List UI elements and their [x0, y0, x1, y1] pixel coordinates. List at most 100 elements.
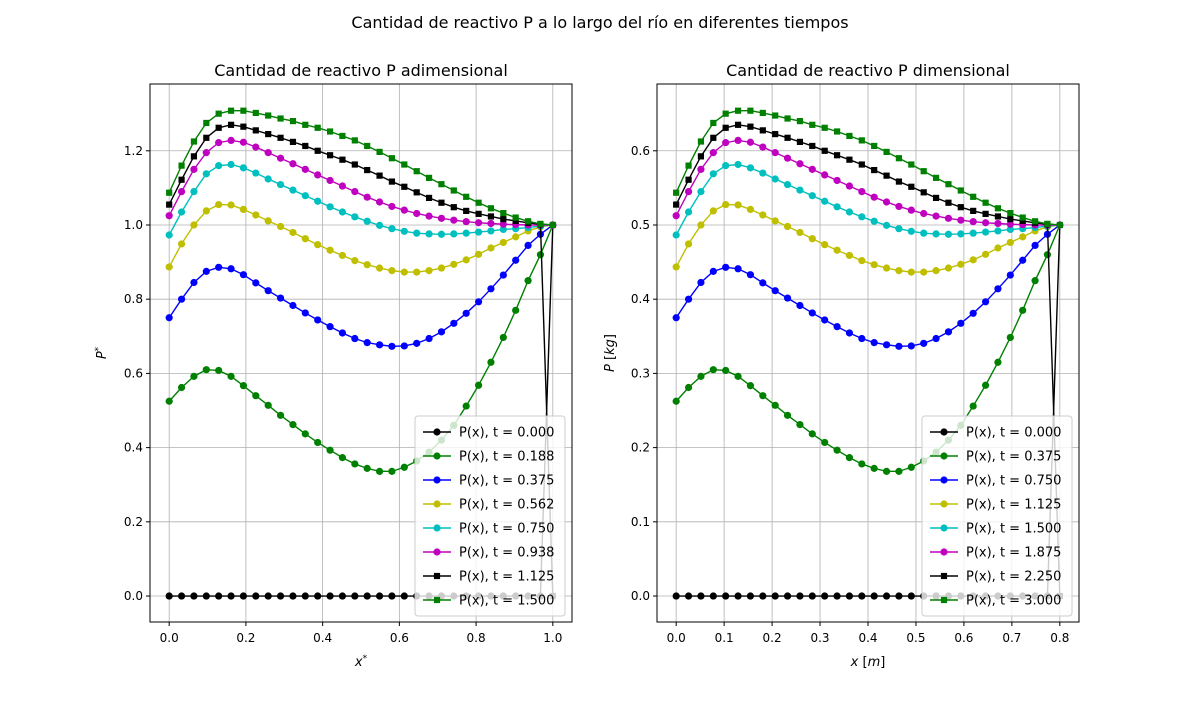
left-data-point — [388, 592, 396, 600]
left-data-point — [203, 134, 210, 141]
right-data-point — [759, 211, 767, 219]
right-data-point — [907, 227, 915, 235]
left-data-point — [388, 202, 396, 211]
left-data-point — [401, 183, 408, 190]
right-data-point — [994, 219, 1002, 228]
right-data-point — [846, 156, 853, 163]
left-x-tick-label: 0.6 — [390, 631, 409, 645]
right-data-point — [970, 207, 977, 214]
right-legend-marker — [940, 548, 948, 556]
left-data-point — [202, 366, 210, 374]
right-data-point — [759, 592, 767, 600]
left-data-point — [239, 271, 248, 279]
left-data-point — [437, 214, 446, 222]
right-data-point — [833, 128, 841, 135]
left-data-point — [227, 160, 235, 169]
right-data-point — [969, 229, 977, 237]
left-data-point — [388, 267, 396, 275]
right-data-point — [1007, 215, 1014, 223]
right-data-point — [994, 205, 1002, 212]
left-data-point — [413, 168, 420, 175]
right-legend-entry: P(x), t = 0.375 — [930, 450, 1061, 465]
right-chart-legend: P(x), t = 0.000 P(x), t = 0.375 P(x), t = … — [921, 415, 1073, 617]
right-legend-entry: P(x), t = 2.250 — [930, 570, 1061, 585]
right-data-point — [994, 358, 1002, 366]
right-legend-entry: P(x), t = 3.000 — [930, 594, 1061, 609]
left-data-point — [215, 592, 223, 600]
right-legend-marker — [940, 572, 948, 580]
left-series-7 — [166, 107, 556, 229]
left-data-point — [512, 217, 519, 225]
left-data-point — [500, 210, 507, 217]
left-chart-legend: P(x), t = 0.000 P(x), t = 0.188 P(x), t = … — [414, 415, 566, 617]
right-data-point — [672, 212, 680, 220]
left-y-tick-label: 0.0 — [124, 589, 143, 603]
left-data-point — [425, 212, 433, 220]
left-data-point — [252, 211, 260, 219]
left-data-point — [190, 188, 198, 196]
left-data-point — [165, 212, 173, 220]
left-data-point — [437, 328, 446, 336]
right-data-point — [895, 592, 903, 600]
right-legend-label: P(x), t = 1.500 — [966, 522, 1061, 537]
left-data-point — [438, 199, 445, 206]
right-data-point — [932, 174, 940, 181]
right-data-point — [734, 265, 742, 273]
right-data-point — [969, 402, 977, 410]
right-data-point — [734, 121, 742, 128]
right-data-point — [1031, 218, 1039, 225]
right-data-point — [1006, 271, 1014, 279]
right-data-point — [833, 176, 841, 185]
right-x-tick-label: 0.6 — [954, 631, 973, 645]
left-data-point — [314, 171, 322, 179]
left-data-point — [499, 333, 507, 342]
right-data-point — [734, 592, 742, 600]
left-data-point — [190, 592, 198, 600]
left-data-point — [178, 162, 185, 169]
right-data-point — [709, 366, 717, 374]
right-data-point — [908, 161, 915, 168]
right-data-point — [845, 208, 854, 216]
right-data-point — [920, 268, 928, 276]
figure-title: Cantidad de reactivo P a lo largo del rí… — [351, 13, 848, 32]
left-series-2 — [165, 221, 557, 350]
left-data-point — [239, 592, 248, 600]
right-data-point — [821, 171, 829, 179]
left-data-point — [301, 309, 309, 317]
right-data-point — [882, 467, 891, 475]
right-data-point — [684, 208, 693, 216]
left-data-point — [462, 218, 470, 226]
left-x-tick-label: 0.8 — [467, 631, 486, 645]
right-y-tick-label: 0.0 — [631, 589, 650, 603]
right-data-point — [709, 170, 717, 178]
left-data-point — [264, 592, 272, 600]
right-data-point — [932, 194, 940, 202]
left-data-point — [215, 366, 223, 375]
left-data-point — [227, 136, 235, 144]
right-data-point — [759, 143, 767, 151]
left-data-point — [314, 124, 321, 131]
right-data-point — [858, 334, 866, 343]
left-data-point — [524, 277, 532, 285]
right-data-point — [845, 592, 854, 600]
left-data-point — [289, 592, 297, 600]
right-data-point — [709, 267, 717, 275]
right-data-point — [994, 244, 1002, 252]
right-data-point — [697, 221, 705, 229]
left-data-point — [215, 263, 223, 271]
left-data-point — [499, 220, 507, 228]
right-series-5 — [672, 136, 1064, 229]
left-data-point — [339, 156, 346, 163]
right-data-point — [1056, 221, 1063, 229]
right-data-point — [697, 153, 705, 160]
right-legend-entry: P(x), t = 1.125 — [930, 498, 1061, 513]
left-data-point — [524, 218, 532, 225]
left-chart-frame — [149, 83, 573, 623]
left-data-point — [474, 228, 483, 236]
right-data-point — [684, 188, 693, 196]
right-data-point — [969, 309, 977, 317]
left-data-point — [401, 161, 408, 168]
right-data-point — [746, 382, 755, 390]
right-data-point — [796, 301, 804, 310]
left-data-point — [252, 392, 260, 400]
